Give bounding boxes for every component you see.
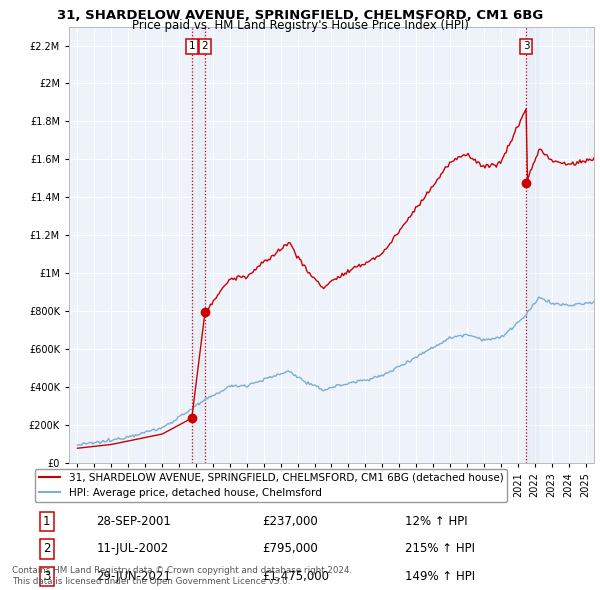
- Bar: [192, 27, 205, 463]
- Legend: 31, SHARDELOW AVENUE, SPRINGFIELD, CHELMSFORD, CM1 6BG (detached house), HPI: Av: 31, SHARDELOW AVENUE, SPRINGFIELD, CHELM…: [35, 468, 508, 502]
- Bar: [526, 27, 538, 463]
- Text: 3: 3: [43, 570, 50, 583]
- Text: Price paid vs. HM Land Registry's House Price Index (HPI): Price paid vs. HM Land Registry's House …: [131, 19, 469, 32]
- Text: 2: 2: [202, 41, 208, 51]
- Text: 11-JUL-2002: 11-JUL-2002: [96, 542, 169, 555]
- Text: Contains HM Land Registry data © Crown copyright and database right 2024.
This d: Contains HM Land Registry data © Crown c…: [12, 566, 352, 586]
- Text: 149% ↑ HPI: 149% ↑ HPI: [406, 570, 475, 583]
- Text: 12% ↑ HPI: 12% ↑ HPI: [406, 515, 468, 528]
- Text: 29-JUN-2021: 29-JUN-2021: [96, 570, 171, 583]
- Text: 1: 1: [43, 515, 50, 528]
- Text: 28-SEP-2001: 28-SEP-2001: [96, 515, 171, 528]
- Text: 215% ↑ HPI: 215% ↑ HPI: [406, 542, 475, 555]
- Text: 3: 3: [523, 41, 529, 51]
- Text: 31, SHARDELOW AVENUE, SPRINGFIELD, CHELMSFORD, CM1 6BG: 31, SHARDELOW AVENUE, SPRINGFIELD, CHELM…: [57, 9, 543, 22]
- Text: £1,475,000: £1,475,000: [262, 570, 329, 583]
- Text: £237,000: £237,000: [262, 515, 317, 528]
- Text: 1: 1: [188, 41, 195, 51]
- Text: £795,000: £795,000: [262, 542, 317, 555]
- Text: 2: 2: [43, 542, 50, 555]
